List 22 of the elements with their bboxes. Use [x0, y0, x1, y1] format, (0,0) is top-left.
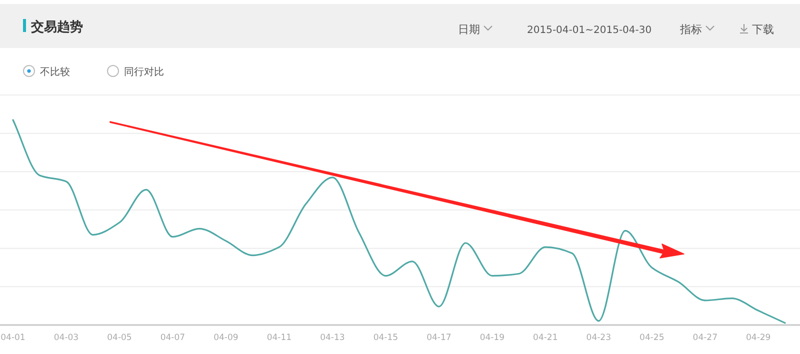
text: 指标	[679, 23, 702, 36]
x-tick-label: 04-03	[54, 333, 79, 343]
text: 同行对比	[124, 66, 164, 78]
x-tick-label: 04-29	[746, 333, 771, 343]
x-tick-label: 04-27	[692, 333, 718, 343]
x-tick-label: 04-17	[426, 333, 452, 343]
x-tick-label: 04-01	[0, 333, 26, 343]
x-tick-label: 04-19	[480, 333, 505, 343]
x-tick-label: 04-05	[107, 333, 132, 343]
x-tick-label: 04-23	[586, 333, 612, 343]
x-tick-label: 04-25	[640, 333, 664, 343]
text: 下载	[752, 23, 774, 36]
x-tick-label: 04-11	[266, 333, 292, 343]
x-tick-label: 04-21	[533, 333, 558, 343]
chart-title: 交易趋势	[30, 19, 83, 35]
text: 不比较	[40, 66, 70, 78]
x-tick-label: 04-15	[373, 333, 398, 343]
x-tick-label: 04-13	[320, 333, 345, 343]
text: 2015-04-01~2015-04-30	[527, 25, 652, 36]
x-tick-label: 04-07	[160, 333, 186, 343]
x-tick-label: 04-09	[214, 333, 238, 343]
text: 日期	[458, 23, 480, 36]
